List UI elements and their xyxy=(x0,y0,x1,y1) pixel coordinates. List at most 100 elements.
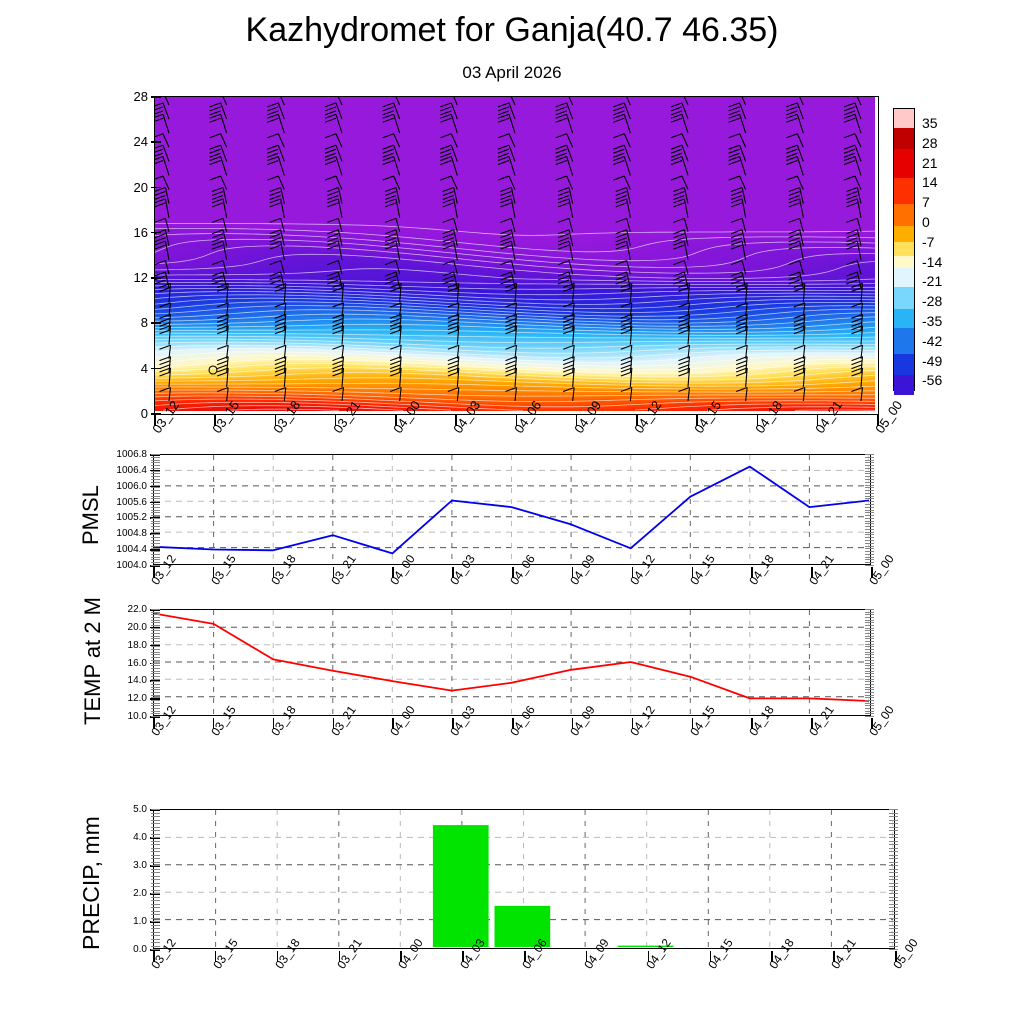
minor-tick xyxy=(865,694,874,696)
colorbar-segment xyxy=(894,163,914,167)
minor-tick xyxy=(865,657,874,659)
minor-tick xyxy=(865,654,874,656)
x-tick-mark xyxy=(212,718,215,729)
x-tick-mark xyxy=(571,567,574,578)
minor-tick xyxy=(151,470,160,472)
minor-tick xyxy=(889,879,898,880)
colorbar-segment xyxy=(894,256,914,260)
minor-tick xyxy=(151,481,160,483)
x-tick-mark xyxy=(631,567,634,578)
x-tick-mark xyxy=(272,567,275,578)
minor-tick xyxy=(151,517,160,519)
minor-tick xyxy=(889,837,898,838)
colorbar-segment xyxy=(894,125,914,129)
minor-tick xyxy=(865,534,874,536)
x-tick-mark xyxy=(871,567,873,578)
colorbar-segment xyxy=(894,315,914,320)
colorbar-segment xyxy=(894,208,914,213)
minor-tick xyxy=(151,526,160,528)
minor-tick xyxy=(151,520,160,522)
minor-tick xyxy=(865,498,874,500)
minor-tick xyxy=(865,670,874,672)
minor-tick xyxy=(151,879,160,880)
minor-tick xyxy=(151,559,160,561)
colorbar-segment xyxy=(894,204,914,208)
y-tick-label: 16.0 xyxy=(127,657,147,669)
minor-tick xyxy=(151,858,160,859)
colorbar-tick-label: 35 xyxy=(922,115,938,131)
colorbar-segment xyxy=(894,249,914,253)
minor-tick xyxy=(865,697,874,699)
minor-tick xyxy=(151,861,160,863)
x-tick-mark xyxy=(332,718,334,729)
y-tick-label: 20 xyxy=(133,179,148,195)
minor-tick xyxy=(865,537,874,539)
minor-tick xyxy=(151,459,160,461)
minor-tick xyxy=(151,686,160,688)
y-tick-mark xyxy=(150,533,160,535)
minor-tick xyxy=(151,662,160,664)
colorbar-segment xyxy=(894,320,914,324)
x-tick-mark xyxy=(691,567,693,578)
minor-tick xyxy=(865,614,874,616)
minor-tick xyxy=(151,512,160,514)
colorbar-segment xyxy=(894,218,914,222)
x-tick-mark xyxy=(636,415,638,426)
minor-tick xyxy=(151,949,160,950)
colorbar-segment xyxy=(894,377,914,381)
colorbar-segment xyxy=(894,232,914,236)
colorbar-segment xyxy=(894,349,914,353)
x-tick-mark xyxy=(212,567,215,578)
minor-tick xyxy=(151,531,160,533)
minor-tick xyxy=(865,625,874,627)
minor-tick xyxy=(151,716,160,717)
colorbar-segment xyxy=(894,137,914,141)
x-tick-mark xyxy=(696,415,698,426)
minor-tick xyxy=(865,492,874,494)
minor-tick xyxy=(889,812,898,814)
minor-tick xyxy=(151,503,160,505)
y-tick-mark xyxy=(150,644,160,647)
colorbar-segment xyxy=(894,116,914,120)
minor-tick xyxy=(865,462,874,464)
minor-tick xyxy=(889,938,898,940)
minor-tick xyxy=(151,670,160,672)
minor-tick xyxy=(865,456,874,458)
minor-tick xyxy=(865,635,874,637)
minor-tick xyxy=(889,900,898,901)
x-tick-mark xyxy=(751,718,753,729)
x-tick-mark xyxy=(816,415,819,426)
x-tick-mark xyxy=(631,718,634,729)
minor-tick xyxy=(889,917,898,919)
y-tick-mark xyxy=(151,186,161,189)
y-tick-label: 0.0 xyxy=(133,944,147,955)
minor-tick xyxy=(889,949,898,950)
minor-tick xyxy=(889,816,898,817)
x-tick-mark xyxy=(153,718,155,729)
minor-tick xyxy=(151,467,160,469)
colorbar-segment xyxy=(894,273,914,277)
y-tick-mark xyxy=(150,485,160,488)
minor-tick xyxy=(151,713,160,715)
minor-tick xyxy=(865,515,874,517)
temp-panel xyxy=(153,609,871,716)
minor-tick xyxy=(151,609,160,610)
minor-tick xyxy=(865,551,874,553)
minor-tick xyxy=(151,928,160,929)
x-tick-mark xyxy=(751,567,753,578)
colorbar-tick-label: -7 xyxy=(922,233,935,250)
colorbar-segment xyxy=(894,158,914,163)
x-tick-mark xyxy=(512,567,514,578)
colorbar-segment xyxy=(894,375,914,379)
minor-tick xyxy=(865,675,874,677)
y-tick-label: 1005.2 xyxy=(116,512,147,524)
minor-tick xyxy=(151,643,160,645)
colorbar-segment xyxy=(894,268,914,272)
minor-tick xyxy=(889,942,898,943)
minor-tick xyxy=(151,931,160,933)
minor-tick xyxy=(865,667,874,669)
minor-tick xyxy=(151,659,160,661)
data-bar xyxy=(432,825,489,947)
x-tick-mark xyxy=(871,718,873,729)
colorbar-segment xyxy=(894,118,914,122)
